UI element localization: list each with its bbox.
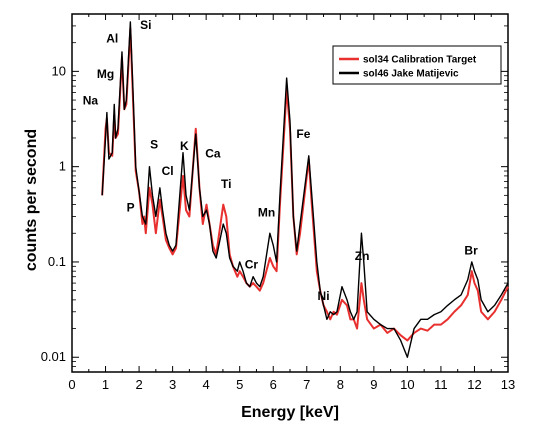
peak-label: Mg <box>97 67 114 81</box>
peak-label: Br <box>464 243 478 257</box>
x-tick-label: 4 <box>203 377 210 392</box>
x-tick-label: 9 <box>370 377 377 392</box>
y-tick-label: 1 <box>59 159 66 174</box>
x-tick-label: 11 <box>434 377 448 392</box>
peak-label: Ca <box>205 146 221 160</box>
x-tick-label: 10 <box>400 377 414 392</box>
peak-label: P <box>127 200 135 214</box>
peak-label: Ni <box>318 289 330 303</box>
peak-label: Zn <box>355 249 370 263</box>
x-tick-label: 5 <box>236 377 243 392</box>
peak-label: Mn <box>258 205 275 219</box>
y-tick-label: 0.01 <box>41 349 66 364</box>
x-tick-label: 3 <box>169 377 176 392</box>
y-axis-title: counts per second <box>23 129 40 271</box>
x-tick-label: 13 <box>501 377 515 392</box>
peak-label: Si <box>140 18 151 32</box>
peak-label: Fe <box>296 127 310 141</box>
legend-box <box>332 45 502 85</box>
legend-entry: sol34 Calibration Target <box>363 55 477 66</box>
peak-label: Ti <box>221 177 231 191</box>
peak-label: S <box>150 138 158 152</box>
x-tick-label: 8 <box>337 377 344 392</box>
peak-label: Cr <box>245 258 259 272</box>
x-tick-label: 12 <box>467 377 481 392</box>
x-axis-title: Energy [keV] <box>241 404 339 421</box>
peak-label: Cl <box>162 164 174 178</box>
x-tick-label: 7 <box>303 377 310 392</box>
x-tick-label: 6 <box>270 377 277 392</box>
x-tick-label: 2 <box>135 377 142 392</box>
x-tick-label: 1 <box>102 377 109 392</box>
peak-label: Al <box>106 32 118 46</box>
x-tick-label: 0 <box>68 377 75 392</box>
peak-label: Na <box>83 93 99 107</box>
series-line-sol46-jake-matijevic <box>101 21 509 358</box>
legend-entry: sol46 Jake Matijevic <box>363 69 459 80</box>
peak-label: K <box>180 139 189 153</box>
y-tick-label: 0.1 <box>48 254 66 269</box>
y-tick-label: 10 <box>52 63 66 78</box>
